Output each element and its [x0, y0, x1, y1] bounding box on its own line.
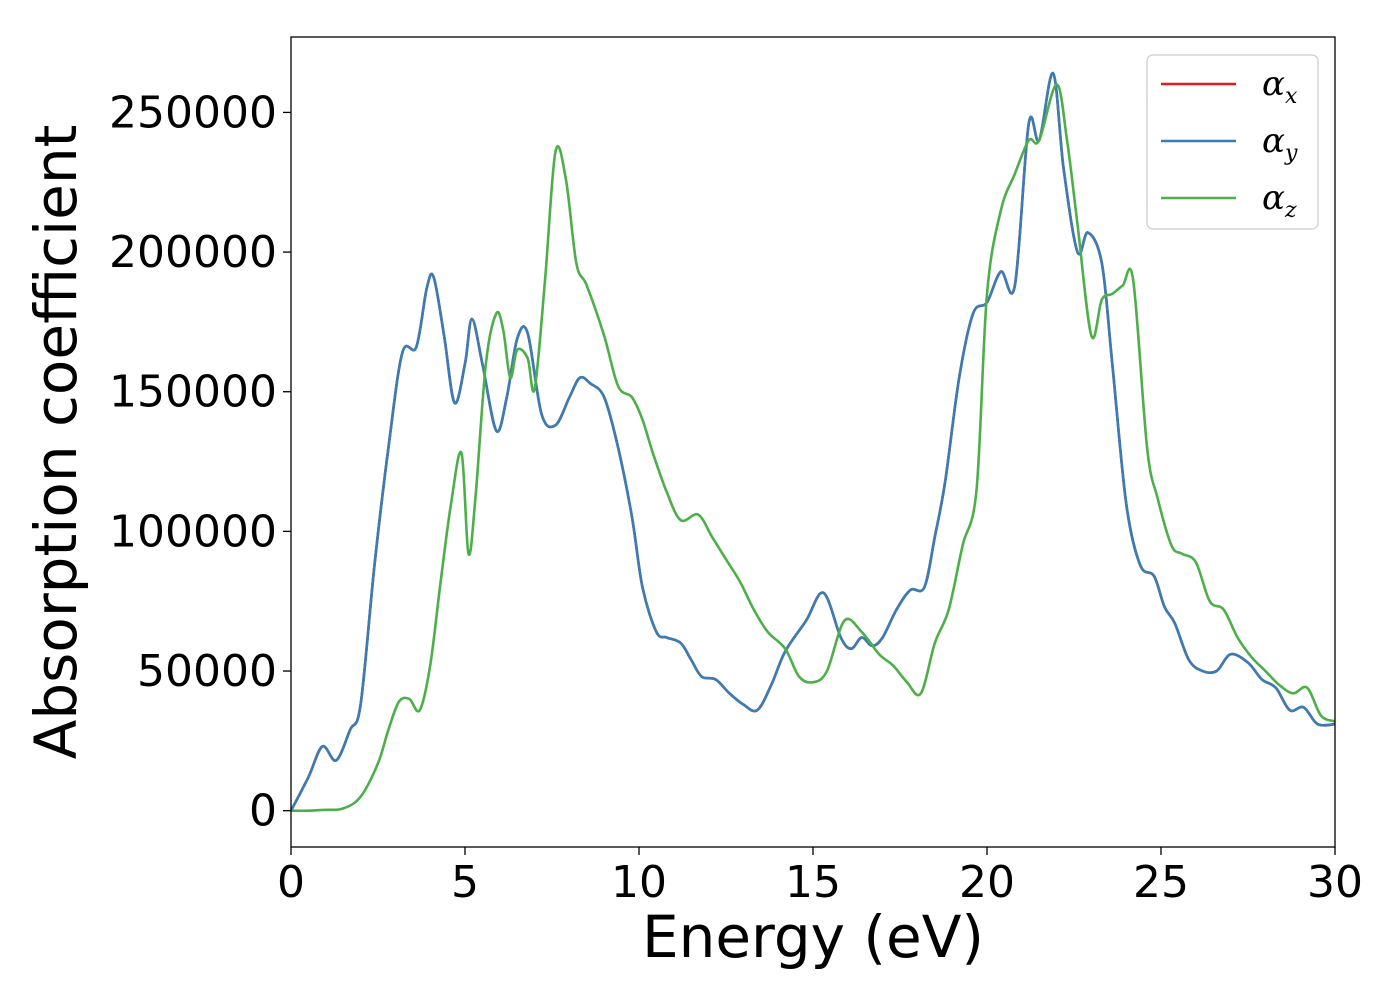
legend-entries: αx αy αz: [1161, 64, 1298, 223]
legend-label-y: αy: [1262, 121, 1298, 166]
x-tick-label: 0: [277, 857, 305, 908]
x-tick-label: 5: [451, 857, 479, 908]
series-layer: [291, 71, 1335, 813]
y-tick-label: 0: [249, 786, 277, 837]
x-tick-label: 20: [959, 857, 1015, 908]
x-tick-label: 15: [785, 857, 841, 908]
x-axis-title: Energy (eV): [642, 903, 984, 971]
x-tick-label: 10: [611, 857, 667, 908]
y-axis-title: Absorption coefficient: [22, 125, 90, 760]
legend-label-z: αz: [1262, 178, 1297, 223]
legend-label-x: αx: [1262, 64, 1298, 109]
y-tick-label: 150000: [109, 367, 277, 418]
y-tick-label: 50000: [137, 646, 277, 697]
y-axis: 0 50000 100000 150000 200000 250000: [109, 87, 291, 837]
x-tick-label: 30: [1307, 857, 1363, 908]
y-tick-label: 200000: [109, 227, 277, 278]
x-tick-label: 25: [1133, 857, 1189, 908]
y-tick-label: 250000: [109, 87, 277, 138]
y-tick-label: 100000: [109, 506, 277, 557]
series-line-z: [291, 83, 1335, 813]
x-axis: 0 5 10 15 20 25 30: [277, 847, 1363, 908]
series-line-y: [291, 71, 1335, 812]
legend: αx αy αz: [1146, 54, 1319, 230]
